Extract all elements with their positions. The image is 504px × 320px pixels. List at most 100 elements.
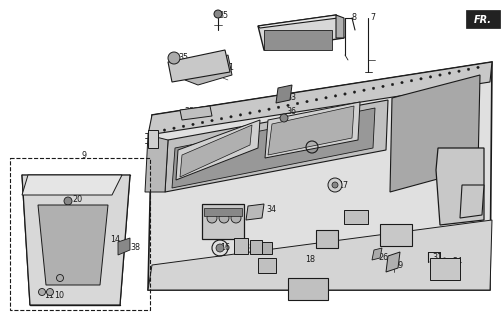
Polygon shape xyxy=(258,15,344,50)
Polygon shape xyxy=(390,75,480,192)
Bar xyxy=(202,204,244,239)
Text: 31: 31 xyxy=(432,253,442,262)
Polygon shape xyxy=(246,204,264,220)
Text: 34: 34 xyxy=(266,205,276,214)
Polygon shape xyxy=(148,62,492,135)
Circle shape xyxy=(467,68,470,70)
Circle shape xyxy=(382,85,384,88)
Circle shape xyxy=(154,131,156,133)
Polygon shape xyxy=(148,62,492,290)
Circle shape xyxy=(219,213,229,223)
Text: 10: 10 xyxy=(54,291,64,300)
Circle shape xyxy=(56,275,64,282)
Polygon shape xyxy=(265,102,360,158)
Polygon shape xyxy=(276,85,292,103)
Circle shape xyxy=(201,121,204,124)
Circle shape xyxy=(249,112,251,114)
Text: 16: 16 xyxy=(220,244,230,252)
Text: 25: 25 xyxy=(302,281,312,290)
Text: 15: 15 xyxy=(306,37,316,46)
Circle shape xyxy=(316,99,318,101)
Text: 35: 35 xyxy=(178,53,188,62)
Polygon shape xyxy=(145,135,168,192)
Bar xyxy=(234,238,248,254)
Text: 19: 19 xyxy=(252,247,262,257)
Text: FR.: FR. xyxy=(474,15,492,25)
Bar xyxy=(316,230,338,248)
Text: 13: 13 xyxy=(240,244,250,252)
Bar xyxy=(430,258,460,280)
Circle shape xyxy=(332,182,338,188)
Circle shape xyxy=(239,114,242,116)
Circle shape xyxy=(220,117,223,120)
Polygon shape xyxy=(38,205,108,285)
Circle shape xyxy=(429,76,432,78)
Circle shape xyxy=(207,213,217,223)
Text: 2: 2 xyxy=(393,231,398,241)
Bar xyxy=(258,258,276,273)
Polygon shape xyxy=(22,175,130,305)
Circle shape xyxy=(230,116,232,118)
Circle shape xyxy=(231,213,241,223)
Circle shape xyxy=(211,119,213,122)
Text: 18: 18 xyxy=(266,266,276,275)
Polygon shape xyxy=(460,185,484,218)
Circle shape xyxy=(448,72,451,74)
Bar xyxy=(380,224,412,246)
Circle shape xyxy=(192,123,194,125)
Bar xyxy=(250,240,262,254)
Text: 4: 4 xyxy=(470,190,475,199)
Text: 32: 32 xyxy=(354,213,364,222)
Text: 5: 5 xyxy=(152,133,157,142)
Text: 38: 38 xyxy=(130,244,140,252)
Polygon shape xyxy=(185,55,232,85)
Bar xyxy=(262,242,272,254)
Bar xyxy=(204,208,242,216)
Circle shape xyxy=(410,79,413,82)
Text: 22: 22 xyxy=(184,108,194,116)
Text: 29: 29 xyxy=(393,260,403,269)
Circle shape xyxy=(258,110,261,112)
Text: 37: 37 xyxy=(212,167,222,177)
Circle shape xyxy=(363,89,365,92)
Text: 8: 8 xyxy=(352,13,357,22)
Circle shape xyxy=(296,102,299,105)
Polygon shape xyxy=(180,106,212,120)
Text: 7: 7 xyxy=(370,13,375,22)
Text: 11: 11 xyxy=(44,291,54,300)
Text: 28: 28 xyxy=(224,167,234,177)
Text: 9: 9 xyxy=(82,150,87,159)
Polygon shape xyxy=(372,248,382,260)
Polygon shape xyxy=(22,175,122,195)
Bar xyxy=(288,278,328,300)
Circle shape xyxy=(214,10,222,18)
Circle shape xyxy=(477,66,479,68)
Circle shape xyxy=(372,87,374,90)
Circle shape xyxy=(287,104,289,107)
Circle shape xyxy=(334,95,337,97)
FancyBboxPatch shape xyxy=(466,10,500,28)
Circle shape xyxy=(391,83,394,86)
Text: 18: 18 xyxy=(305,255,315,265)
Bar xyxy=(148,130,158,148)
Circle shape xyxy=(173,127,175,129)
Polygon shape xyxy=(268,106,354,155)
Circle shape xyxy=(344,93,346,95)
Circle shape xyxy=(420,78,422,80)
Circle shape xyxy=(168,52,180,64)
Text: 20: 20 xyxy=(72,196,82,204)
Polygon shape xyxy=(148,220,492,290)
Text: 23: 23 xyxy=(326,236,336,244)
Text: 27: 27 xyxy=(316,143,326,153)
Text: 3: 3 xyxy=(208,210,213,219)
Polygon shape xyxy=(386,252,400,272)
Text: 6: 6 xyxy=(450,156,455,164)
Text: 26: 26 xyxy=(378,253,388,262)
Polygon shape xyxy=(168,50,230,82)
Circle shape xyxy=(216,244,224,252)
Text: 14: 14 xyxy=(110,236,120,244)
Text: 36: 36 xyxy=(286,108,296,116)
Polygon shape xyxy=(180,125,252,177)
Bar xyxy=(10,158,150,310)
Circle shape xyxy=(182,125,184,127)
